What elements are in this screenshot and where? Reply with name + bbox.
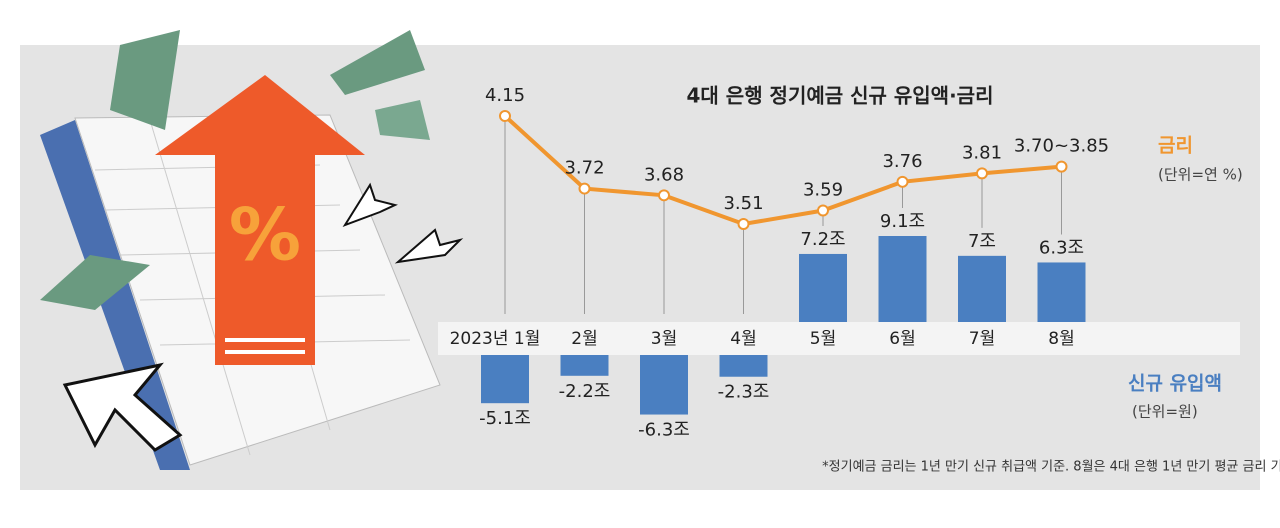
legend-unit: (단위=연 %) [1158, 166, 1243, 184]
chart-title: 4대 은행 정기예금 신규 유입액·금리 [687, 84, 994, 108]
bar [878, 236, 927, 322]
arrow-up [155, 75, 365, 365]
bar-label: 7조 [968, 231, 996, 252]
x-tick-label: 3월 [651, 329, 677, 349]
point-label: 3.70~3.85 [1014, 136, 1109, 157]
x-tick-label: 2023년 1월 [450, 329, 541, 349]
point-label: 3.76 [882, 151, 922, 172]
money [110, 30, 180, 130]
point-label: 3.72 [564, 158, 604, 179]
point-label: 3.59 [803, 180, 843, 201]
money [40, 255, 150, 310]
laptop-edge [40, 120, 190, 470]
bar [1037, 262, 1086, 322]
point-label: 4.15 [485, 85, 525, 106]
illustration-symbol: % [229, 193, 301, 277]
footnote: *정기예금 금리는 1년 만기 신규 취급액 기준. 8월은 4대 은행 1년 … [822, 459, 1280, 475]
arrow-stripes [225, 338, 305, 354]
cursor [394, 228, 464, 264]
bar-label: -5.1조 [479, 408, 531, 429]
bar-label: 9.1조 [880, 211, 925, 232]
legend-label: 금리 [1158, 135, 1193, 157]
line-point [737, 218, 750, 230]
bar [719, 355, 768, 377]
x-tick-label: 8월 [1048, 329, 1074, 349]
bar [481, 355, 529, 404]
x-tick-label: 4월 [730, 329, 756, 349]
line [503, 114, 1062, 227]
point-label: 3.51 [723, 193, 763, 214]
point-label: 3.68 [644, 164, 684, 185]
line-point [817, 204, 829, 217]
bar-label: 6.3조 [1039, 237, 1084, 258]
bar-label: 7.2조 [800, 229, 845, 250]
bar [640, 355, 688, 415]
line-point [499, 110, 511, 122]
x-tick-label: 7월 [969, 329, 995, 349]
bar-label: -6.3조 [638, 420, 690, 441]
illustration: % [40, 30, 464, 470]
x-tick-label: 2월 [571, 329, 597, 349]
line-point [976, 167, 988, 180]
line-point [658, 189, 670, 202]
money [375, 100, 430, 140]
bar [958, 255, 1006, 322]
bar-label: -2.3조 [718, 382, 770, 403]
legend-unit: (단위=원) [1132, 403, 1198, 421]
cursor [342, 182, 398, 227]
line-point [578, 182, 591, 195]
line-point [896, 175, 909, 188]
bar-label: -2.2조 [559, 381, 611, 402]
money [330, 30, 425, 95]
cursor [62, 362, 183, 452]
bar [799, 253, 847, 322]
legend-label: 신규 유입액 [1128, 373, 1222, 395]
category-strip [438, 322, 1240, 355]
line-point [1055, 160, 1068, 173]
x-tick-label: 6월 [889, 329, 915, 349]
bar [560, 355, 609, 376]
point-label: 3.81 [962, 142, 1002, 163]
x-tick-label: 5월 [810, 329, 836, 349]
